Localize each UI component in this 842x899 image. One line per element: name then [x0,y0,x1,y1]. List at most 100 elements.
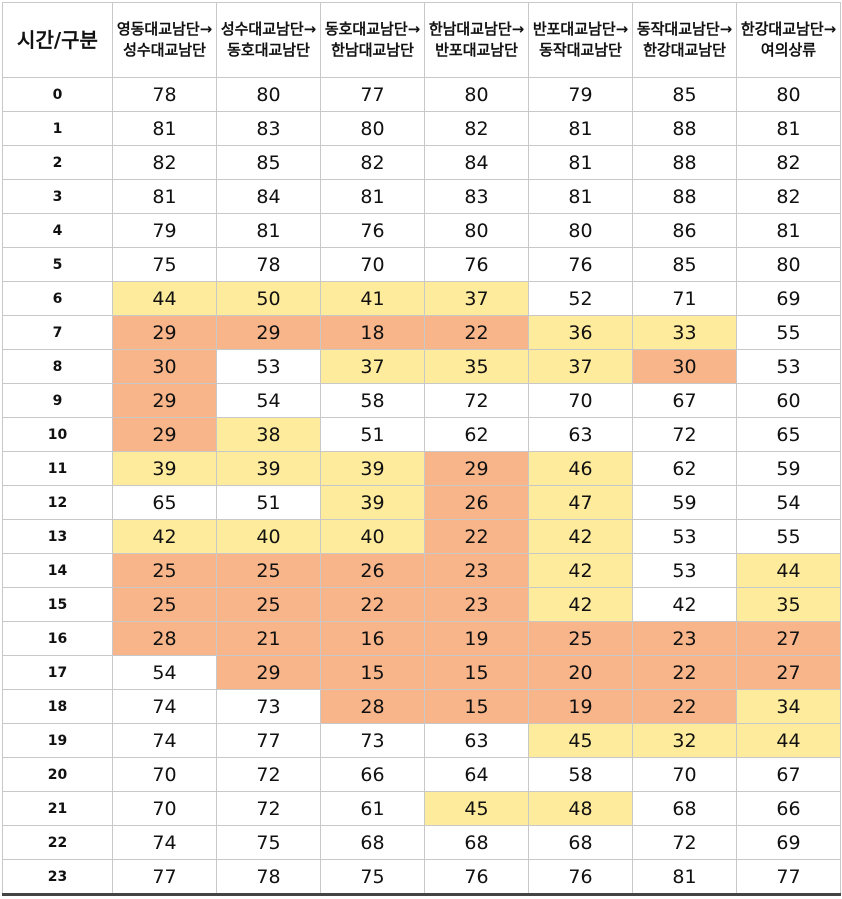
speed-cell: 79 [112,213,217,248]
speed-cell: 37 [528,349,633,384]
hour-cell: 14 [2,553,113,588]
table-row: 17 54 29 15 15 20 22 27 [2,655,841,690]
speed-cell: 39 [112,451,217,486]
speed-cell: 59 [736,451,841,486]
speed-cell: 80 [736,77,841,112]
speed-cell: 22 [632,655,737,690]
speed-cell: 61 [320,791,425,826]
speed-cell: 63 [424,723,529,758]
speed-cell: 84 [424,145,529,180]
speed-cell: 72 [216,791,321,826]
speed-cell: 48 [528,791,633,826]
speed-cell: 64 [424,757,529,792]
speed-cell: 42 [528,587,633,622]
speed-cell: 39 [216,451,321,486]
speed-cell: 80 [216,77,321,112]
speed-cell: 68 [320,825,425,860]
speed-cell: 81 [736,213,841,248]
hour-cell: 6 [2,281,113,316]
speed-cell: 38 [216,417,321,452]
speed-cell: 65 [112,485,217,520]
speed-cell: 45 [528,723,633,758]
speed-cell: 44 [112,281,217,316]
speed-cell: 21 [216,621,321,656]
speed-cell: 82 [736,145,841,180]
column-header: 반포대교남단→동작대교남단 [528,2,633,78]
hour-cell: 5 [2,247,113,282]
hour-cell: 7 [2,315,113,350]
speed-cell: 39 [320,451,425,486]
speed-cell: 33 [632,315,737,350]
speed-cell: 25 [112,553,217,588]
speed-cell: 81 [320,179,425,214]
speed-cell: 37 [424,281,529,316]
table-row: 8 30 53 37 35 37 30 53 [2,349,841,384]
speed-cell: 68 [424,825,529,860]
speed-cell: 26 [424,485,529,520]
speed-cell: 70 [632,757,737,792]
speed-cell: 80 [736,247,841,282]
speed-cell: 54 [112,655,217,690]
hour-cell: 0 [2,77,113,112]
table-row: 16 28 21 16 19 25 23 27 [2,621,841,656]
hour-cell: 13 [2,519,113,554]
speed-cell: 75 [216,825,321,860]
speed-cell: 40 [320,519,425,554]
table-row: 22 74 75 68 68 68 72 69 [2,825,841,860]
speed-cell: 66 [736,791,841,826]
table-row: 5 75 78 70 76 76 85 80 [2,247,841,282]
speed-cell: 35 [424,349,529,384]
table-row: 1 81 83 80 82 81 88 81 [2,111,841,146]
speed-cell: 68 [528,825,633,860]
table-row: 10 29 38 51 62 63 72 65 [2,417,841,452]
speed-cell: 44 [736,553,841,588]
speed-cell: 25 [112,587,217,622]
speed-cell: 23 [424,553,529,588]
hour-cell: 15 [2,587,113,622]
header-row: 시간/구분 영동대교남단→성수대교남단 성수대교남단→동호대교남단 동호대교남단… [2,2,841,78]
column-header: 성수대교남단→동호대교남단 [216,2,321,78]
speed-cell: 42 [632,587,737,622]
speed-cell: 88 [632,111,737,146]
speed-cell: 54 [736,485,841,520]
speed-cell: 51 [216,485,321,520]
speed-cell: 77 [216,723,321,758]
speed-cell: 70 [528,383,633,418]
speed-cell: 53 [736,349,841,384]
table-body: 0 78 80 77 80 79 85 80 1 81 83 80 82 81 88 81 2 82 85 82 84 8… [2,77,841,896]
speed-cell: 16 [320,621,425,656]
hour-cell: 23 [2,859,113,896]
speed-cell: 59 [632,485,737,520]
speed-cell: 67 [632,383,737,418]
speed-cell: 74 [112,689,217,724]
hour-cell: 22 [2,825,113,860]
speed-cell: 82 [320,145,425,180]
speed-cell: 29 [216,315,321,350]
table-row: 23 77 78 75 76 76 81 77 [2,859,841,896]
speed-cell: 29 [424,451,529,486]
speed-cell: 65 [736,417,841,452]
speed-cell: 75 [112,247,217,282]
speed-cell: 19 [424,621,529,656]
speed-cell: 70 [320,247,425,282]
speed-cell: 22 [632,689,737,724]
speed-cell: 70 [112,791,217,826]
table-row: 18 74 73 28 15 19 22 34 [2,689,841,724]
speed-cell: 62 [632,451,737,486]
speed-cell: 71 [632,281,737,316]
speed-cell: 77 [320,77,425,112]
hour-cell: 2 [2,145,113,180]
table-row: 0 78 80 77 80 79 85 80 [2,77,841,112]
speed-cell: 42 [528,519,633,554]
speed-cell: 81 [112,179,217,214]
speed-cell: 55 [736,519,841,554]
speed-cell: 45 [424,791,529,826]
speed-cell: 73 [320,723,425,758]
table-row: 12 65 51 39 26 47 59 54 [2,485,841,520]
speed-cell: 76 [528,859,633,896]
speed-cell: 75 [320,859,425,896]
speed-cell: 20 [528,655,633,690]
speed-cell: 68 [632,791,737,826]
table-row: 6 44 50 41 37 52 71 69 [2,281,841,316]
speed-cell: 29 [112,417,217,452]
